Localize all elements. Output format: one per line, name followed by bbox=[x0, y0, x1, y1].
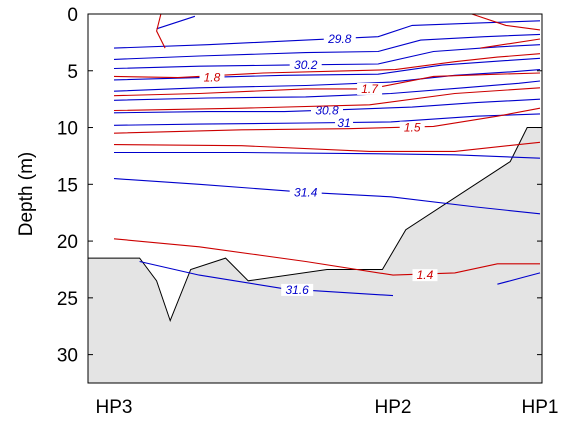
contour-line bbox=[114, 151, 541, 159]
contour-label: 1.8 bbox=[204, 71, 221, 85]
contour-label-bg bbox=[289, 186, 322, 199]
y-tick-label: 25 bbox=[57, 289, 78, 310]
contour-line bbox=[156, 15, 196, 30]
contour-line bbox=[480, 38, 541, 49]
contour-line bbox=[113, 20, 541, 49]
y-tick-label: 20 bbox=[57, 232, 78, 253]
contour-line bbox=[113, 178, 541, 215]
contour-line bbox=[497, 272, 541, 285]
contour-line bbox=[113, 53, 541, 79]
y-tick-label: 30 bbox=[57, 346, 78, 367]
plot-area: 29.8 30.2 30.831 31.4 31.6 1.8 1.7 1.5 1.4 0 5 10 15… bbox=[57, 5, 559, 418]
contour-label-bg bbox=[311, 104, 343, 117]
contour-line bbox=[113, 141, 541, 152]
station-label-hp1: HP1 bbox=[522, 397, 559, 418]
contour-line bbox=[113, 238, 540, 276]
contour-label-bg bbox=[323, 32, 356, 45]
contour-label-bg bbox=[412, 269, 438, 282]
contour-line bbox=[113, 69, 541, 92]
y-axis-title: Depth (m) bbox=[16, 152, 37, 236]
contour-line bbox=[113, 44, 541, 70]
contour-label: 29.8 bbox=[327, 32, 352, 46]
contour-line bbox=[113, 33, 541, 60]
contour-label: 1.4 bbox=[417, 268, 434, 282]
contour-label-bg bbox=[199, 71, 225, 84]
contour-line bbox=[113, 57, 541, 81]
contour-label: 30.2 bbox=[294, 58, 318, 72]
contour-line bbox=[113, 80, 541, 101]
y-tick-label: 0 bbox=[67, 5, 78, 26]
seabed-outline bbox=[88, 127, 542, 323]
contour-label-bg bbox=[289, 59, 322, 72]
y-tick-label: 5 bbox=[67, 62, 78, 83]
contour-label: 1.5 bbox=[404, 121, 421, 135]
contour-label: 31.6 bbox=[286, 283, 310, 297]
y-tick-label: 10 bbox=[57, 119, 78, 140]
contour-label-bg bbox=[357, 82, 383, 95]
contour-line bbox=[113, 87, 541, 112]
contour-line bbox=[139, 260, 394, 297]
contour-label: 1.7 bbox=[361, 82, 379, 96]
station-label-hp2: HP2 bbox=[375, 397, 412, 418]
contour-label: 30.8 bbox=[315, 104, 339, 118]
contour-label-bg bbox=[335, 116, 354, 129]
station-label-hp3: HP3 bbox=[96, 397, 133, 418]
contour-line bbox=[471, 13, 541, 31]
contour-line bbox=[113, 107, 541, 134]
contour-label: 31.4 bbox=[294, 185, 318, 199]
contour-label-bg bbox=[399, 121, 425, 134]
contour-label-bg bbox=[281, 283, 314, 296]
plot-frame bbox=[87, 13, 543, 384]
contour-line bbox=[113, 98, 541, 114]
contour-line bbox=[156, 13, 166, 49]
seabed-fill bbox=[88, 127, 542, 383]
contour-label: 31 bbox=[337, 116, 350, 130]
y-tick-label: 15 bbox=[57, 175, 78, 196]
